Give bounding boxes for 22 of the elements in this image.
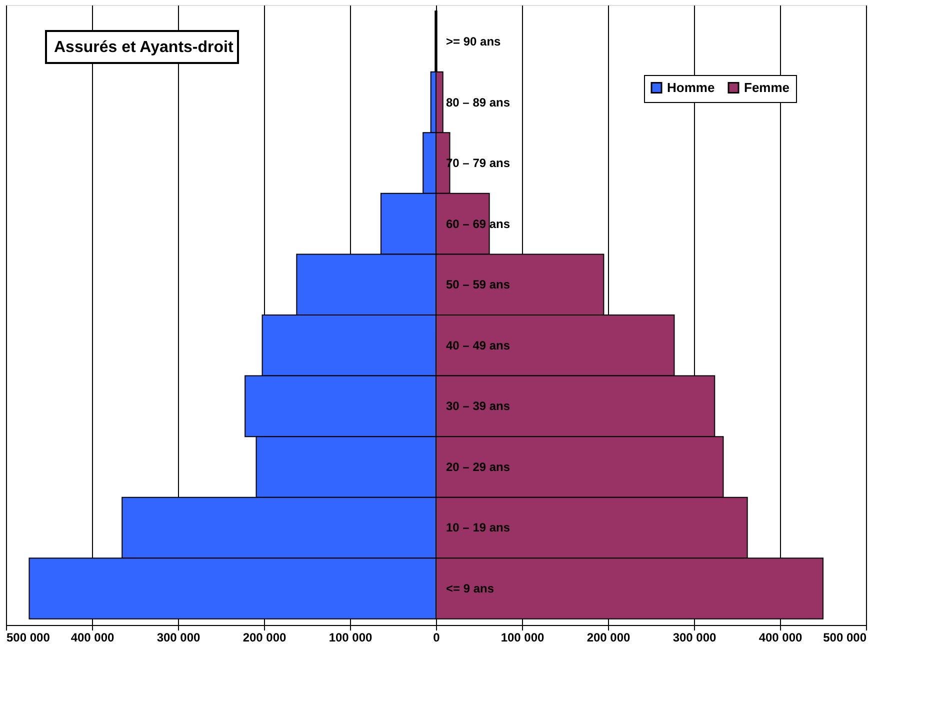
legend-label: Homme	[667, 80, 715, 95]
x-tick-label: 300 000	[672, 630, 717, 644]
x-tick-label: 300 000	[156, 630, 201, 644]
x-tick-label: 400 000	[758, 630, 803, 644]
x-tick-label: 500 000	[823, 630, 867, 644]
x-tick-label: 200 000	[242, 630, 287, 644]
legend-label: Femme	[744, 80, 790, 95]
y-tick-label: 50 – 59 ans	[446, 278, 510, 292]
x-tick-label: 400 000	[70, 630, 115, 644]
x-tick-label: 0	[433, 630, 440, 644]
x-tick-label: 200 000	[586, 630, 631, 644]
y-tick-label: 20 – 29 ans	[446, 460, 510, 474]
y-tick-label: 80 – 89 ans	[446, 95, 510, 110]
x-tick-label: 100 000	[328, 630, 373, 644]
y-tick-label: 40 – 49 ans	[446, 338, 510, 352]
text: Assurés et Ayants-droit	[54, 39, 234, 56]
x-tick-label: 500 000	[6, 630, 50, 644]
y-tick-label: 30 – 39 ans	[446, 399, 510, 414]
y-tick-label: 10 – 19 ans	[446, 520, 510, 535]
x-tick-label: 100 000	[500, 630, 545, 644]
y-tick-label: >= 90 ans	[446, 34, 502, 48]
y-tick-label: <= 9 ans	[446, 582, 494, 596]
